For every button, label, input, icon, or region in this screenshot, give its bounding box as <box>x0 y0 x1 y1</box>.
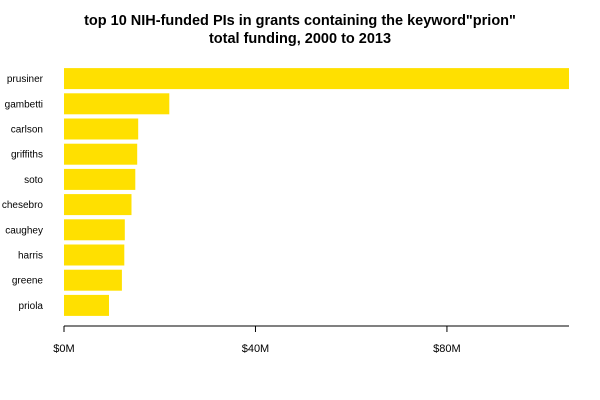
category-label: greene <box>12 276 44 287</box>
x-tick-label: $40M <box>242 343 270 355</box>
category-label: carlson <box>11 125 43 136</box>
bar-chesebro <box>64 194 132 216</box>
category-label: harris <box>18 251 43 262</box>
bar-carlson <box>64 118 139 140</box>
category-label: caughey <box>5 225 43 236</box>
x-tick-label: $80M <box>433 343 461 355</box>
bar-caughey <box>64 219 125 241</box>
bar-gambetti <box>64 93 170 115</box>
bar-greene <box>64 269 122 291</box>
bar-soto <box>64 168 136 190</box>
chart-title: top 10 NIH-funded PIs in grants containi… <box>84 13 516 29</box>
bar-harris <box>64 244 125 266</box>
category-label: chesebro <box>2 200 44 211</box>
bar-priola <box>64 294 109 316</box>
bar-griffiths <box>64 143 138 165</box>
category-label: gambetti <box>5 99 43 110</box>
chart-subtitle: total funding, 2000 to 2013 <box>208 31 392 47</box>
category-label: priola <box>19 301 44 312</box>
category-label: griffiths <box>11 150 43 161</box>
category-label: soto <box>24 175 43 186</box>
x-tick-label: $0M <box>53 343 74 355</box>
bar-prusiner <box>64 68 569 90</box>
category-label: prusiner <box>7 74 44 85</box>
